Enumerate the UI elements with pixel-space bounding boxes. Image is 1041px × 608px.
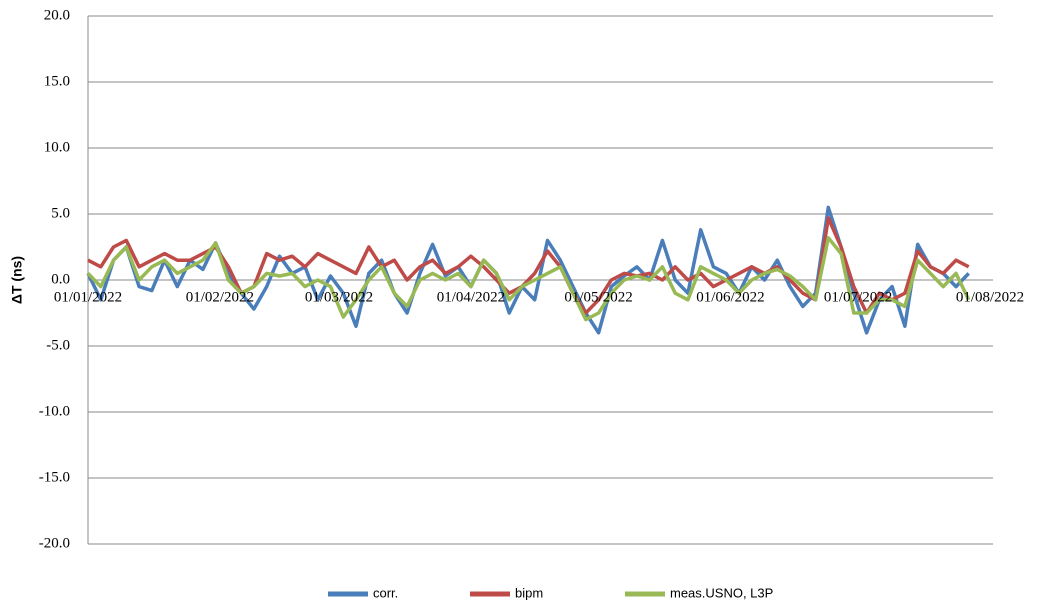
- y-tick-label: 10.0: [44, 139, 70, 155]
- legend-label: meas.USNO, L3P: [670, 585, 773, 600]
- y-tick-label: -10.0: [39, 403, 70, 419]
- legend-label: corr.: [373, 585, 398, 600]
- lines: [86, 205, 971, 335]
- labels: -20.0 -15.0 -10.0 -5.0 0.0 5.0 10.0 15.0 20.0 01/…: [39, 7, 1024, 551]
- x-tick-label: 01/03/2022: [305, 289, 373, 305]
- legend: corr. bipm meas.USNO, L3P: [328, 585, 773, 600]
- y-tick-label: 15.0: [44, 73, 70, 89]
- y-tick-label: -15.0: [39, 469, 70, 485]
- x-tick-label: 01/01/2022: [54, 289, 122, 305]
- series-line: [86, 236, 971, 322]
- series-line: [87, 216, 970, 315]
- y-tick-label: 20.0: [44, 7, 70, 23]
- series-line: [86, 205, 970, 335]
- x-tick-label: 01/02/2022: [186, 289, 254, 305]
- x-tick-label: 01/05/2022: [564, 289, 632, 305]
- x-tick-label: 01/04/2022: [437, 289, 505, 305]
- x-tick-label: 01/06/2022: [696, 289, 764, 305]
- x-tick-label: 01/07/2022: [824, 289, 892, 305]
- x-tick-label: 01/08/2022: [956, 289, 1024, 305]
- legend-label: bipm: [515, 585, 543, 600]
- y-tick-label: -20.0: [39, 535, 70, 551]
- y-tick-label: 5.0: [51, 205, 70, 221]
- y-axis-label: ΔT (ns): [9, 256, 25, 304]
- y-tick-label: -5.0: [46, 337, 70, 353]
- y-tick-label: 0.0: [51, 271, 70, 287]
